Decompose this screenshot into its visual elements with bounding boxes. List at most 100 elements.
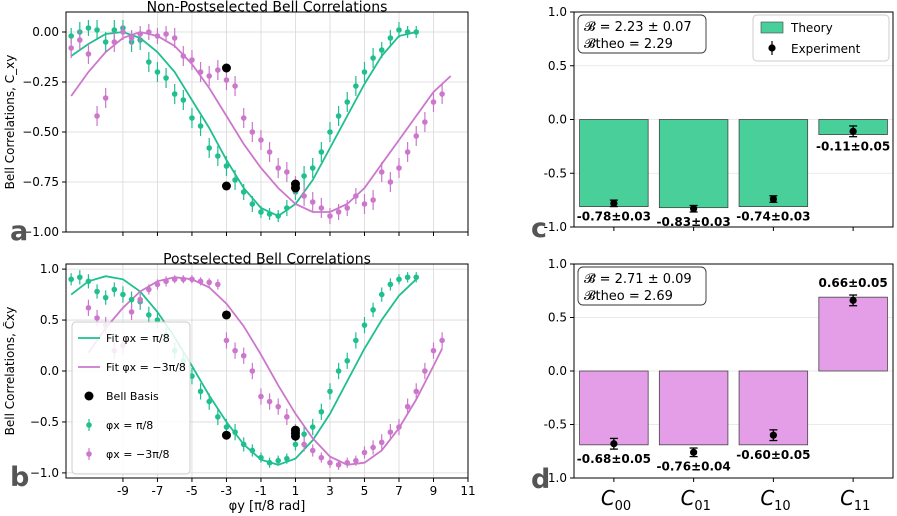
- y-tick-label: −0.75: [22, 175, 59, 189]
- x-tick-label: 9: [430, 484, 438, 498]
- data-point: [68, 33, 74, 39]
- data-point: [361, 201, 368, 207]
- experiment-point: [849, 127, 857, 135]
- y-tick-label: 0.0: [40, 364, 59, 378]
- data-point: [275, 403, 282, 410]
- data-point: [249, 368, 256, 374]
- theory-bar: [658, 370, 729, 446]
- data-point: [240, 115, 247, 121]
- x-tick-label: -1: [255, 484, 267, 498]
- panel-letter: c: [531, 213, 547, 244]
- data-point: [154, 317, 161, 323]
- data-point: [94, 315, 100, 321]
- data-point: [146, 286, 152, 293]
- data-point: [318, 454, 325, 461]
- data-point: [77, 274, 83, 281]
- y-axis-label: Bell Correlations, C̃xy: [3, 307, 17, 436]
- data-point: [396, 165, 402, 171]
- data-point: [223, 163, 230, 169]
- category-label-subscript: 01: [694, 499, 711, 514]
- x-tick-label: -9: [117, 484, 129, 498]
- data-point: [327, 459, 333, 466]
- value-label: -0.76±0.04: [657, 460, 731, 474]
- data-point: [249, 447, 256, 454]
- theory-bar: [818, 296, 888, 372]
- y-tick-label: 1.0: [548, 257, 567, 271]
- y-tick-label: 0.5: [548, 59, 567, 73]
- annotation-box: [577, 14, 707, 54]
- data-point: [163, 278, 169, 285]
- data-point: [180, 97, 187, 103]
- data-point: [327, 129, 333, 135]
- legend-label: Bell Basis: [106, 390, 159, 403]
- y-tick-label: -1.0: [544, 220, 567, 234]
- data-point: [344, 459, 351, 466]
- category-label: C: [840, 486, 854, 510]
- data-point: [215, 153, 221, 159]
- y-tick-label: -0.5: [544, 166, 567, 180]
- data-point: [258, 137, 264, 143]
- data-point: [301, 193, 307, 199]
- data-point: [370, 444, 376, 451]
- data-point: [404, 403, 411, 410]
- data-point: [94, 27, 100, 33]
- data-point: [422, 119, 428, 125]
- data-point: [94, 113, 100, 119]
- x-tick-label: -3: [220, 484, 232, 498]
- data-point: [335, 113, 342, 119]
- y-tick-label: -0.5: [544, 418, 567, 432]
- data-point: [284, 455, 290, 462]
- annotation-text: 𝓑 = 2.23 ± 0.07: [584, 20, 692, 35]
- legend-box: [71, 321, 191, 475]
- data-point: [404, 29, 411, 35]
- plot-frame: [573, 263, 894, 479]
- data-point: [413, 388, 420, 395]
- data-point: [240, 352, 247, 359]
- data-point: [197, 278, 204, 285]
- data-point: [206, 398, 213, 405]
- points-layer: [68, 20, 858, 470]
- data-point: [85, 278, 92, 285]
- category-label-subscript: 00: [615, 499, 632, 514]
- data-point: [146, 29, 152, 35]
- data-point: [215, 414, 221, 420]
- data-point: [335, 209, 342, 215]
- x-tick-label: 7: [395, 484, 403, 498]
- data-point: [378, 291, 385, 298]
- data-point: [361, 449, 368, 456]
- data-point: [249, 129, 256, 135]
- value-label: -0.83±0.03: [657, 215, 731, 229]
- data-point: [378, 439, 385, 446]
- data-point: [120, 291, 126, 298]
- value-label: -0.11±0.05: [816, 140, 890, 154]
- legend-bar-swatch: [760, 21, 784, 34]
- x-tick-label: 5: [361, 484, 369, 498]
- data-point: [85, 51, 92, 57]
- data-point: [378, 169, 385, 175]
- experiment-point: [610, 440, 618, 448]
- data-point: [128, 35, 135, 41]
- legend-box: [752, 14, 890, 62]
- data-point: [404, 149, 411, 155]
- data-point: [275, 165, 282, 171]
- fit-curve: [70, 31, 452, 213]
- y-tick-label: 0.00: [32, 25, 59, 39]
- data-point: [154, 69, 161, 75]
- data-point: [275, 457, 282, 464]
- legend-marker-swatch: [84, 391, 94, 401]
- data-point: [413, 133, 420, 139]
- data-point: [353, 337, 359, 344]
- value-label: -0.68±0.05: [577, 452, 651, 466]
- data-point: [102, 39, 109, 45]
- data-point: [85, 305, 92, 311]
- y-tick-label: 0.0: [548, 364, 567, 378]
- data-point: [284, 205, 290, 211]
- y-tick-label: −1.0: [30, 466, 59, 480]
- data-point: [154, 33, 161, 39]
- data-point: [180, 276, 187, 283]
- data-point: [370, 307, 376, 313]
- y-tick-label: −0.25: [22, 75, 59, 89]
- data-point: [223, 337, 230, 344]
- data-point: [344, 205, 351, 211]
- data-point: [206, 145, 213, 151]
